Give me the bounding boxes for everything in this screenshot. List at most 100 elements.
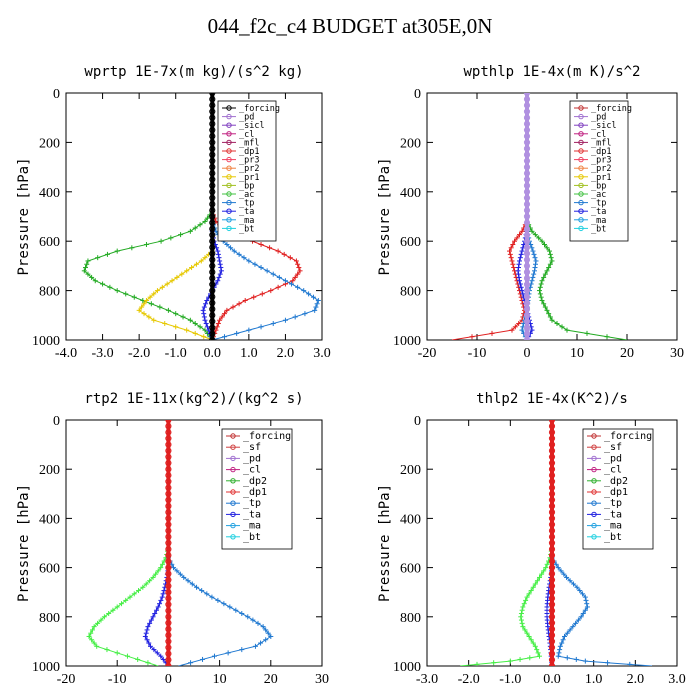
legend-label: _ta	[604, 509, 622, 520]
series-marker	[548, 662, 556, 666]
y-tick-label: 1000	[32, 334, 60, 349]
series-marker	[165, 619, 172, 627]
legend-label: _ta	[239, 207, 254, 217]
legend-label: _forcing	[239, 104, 280, 114]
series-line-ac	[83, 211, 213, 340]
series-marker	[165, 570, 172, 577]
legend-label: _dp1	[243, 487, 267, 498]
series-marker	[165, 558, 172, 565]
legend-label: _forcing	[243, 431, 291, 442]
series-marker	[548, 429, 556, 436]
series-marker	[209, 170, 216, 177]
legend-label: _bt	[239, 224, 254, 234]
legend-label: _dp1	[239, 147, 259, 157]
series-marker	[165, 626, 172, 633]
legend-label: _dp2	[243, 476, 267, 487]
series-marker	[548, 558, 556, 565]
x-tick-label: -10	[108, 672, 127, 687]
series-marker	[523, 219, 531, 226]
legend-swatch-marker	[578, 148, 584, 154]
legend-swatch-marker	[591, 478, 597, 484]
series-marker	[209, 213, 216, 220]
x-tick-label: -20	[57, 672, 76, 687]
legend-swatch-marker	[578, 217, 584, 223]
x-tick-label: 20	[264, 672, 278, 687]
series-marker	[165, 420, 172, 424]
chart-panel-4: thlp2 1E-4x(K^2)/s Pressure [hPa] -3.0 -2.0…	[377, 391, 686, 687]
legend-label: _ma	[591, 216, 606, 226]
series-marker	[548, 435, 556, 442]
legend-swatch-marker	[578, 208, 584, 214]
legend-swatch-marker	[226, 105, 232, 111]
legend-swatch-marker	[591, 500, 597, 506]
legend-swatch-marker	[578, 122, 584, 128]
legend-label: _pd	[604, 453, 622, 464]
series-marker	[209, 324, 216, 331]
series-marker	[165, 484, 172, 491]
series-marker	[548, 484, 556, 491]
legend-swatch-marker	[230, 478, 236, 484]
series-group	[81, 93, 321, 340]
x-tick-label: -4.0	[55, 346, 77, 361]
legend-label: _pd	[243, 453, 261, 464]
series-marker	[165, 662, 172, 666]
series-marker	[165, 509, 172, 516]
y-tick-label: 600	[400, 562, 421, 577]
series-marker	[548, 619, 556, 627]
series-marker	[548, 589, 556, 596]
y-tick-label: 200	[400, 136, 421, 151]
series-marker	[165, 490, 172, 497]
series-marker	[165, 503, 172, 510]
series-marker	[209, 293, 216, 300]
legend-label: _pr3	[591, 156, 611, 166]
series-marker	[548, 576, 556, 584]
x-tick-label: 10	[213, 672, 227, 687]
legend-swatch-marker	[591, 511, 597, 518]
series-marker	[523, 133, 531, 140]
x-tick-label: 0	[524, 346, 531, 361]
legend-label: _tp	[604, 498, 622, 509]
series-marker	[548, 521, 556, 528]
legend-swatch-marker	[230, 433, 236, 439]
series-marker	[209, 93, 216, 97]
series-marker	[209, 299, 216, 307]
legend-swatch-marker	[578, 139, 584, 146]
legend-swatch-marker	[230, 522, 236, 529]
series-marker	[523, 250, 531, 257]
series-marker	[548, 607, 556, 614]
legend-swatch-marker	[230, 534, 236, 540]
legend-label: _cl	[239, 130, 254, 140]
panel-title: wpthlp 1E-4x(m K)/s^2	[463, 64, 640, 80]
series-marker	[209, 96, 216, 103]
legend-swatch-marker	[578, 156, 584, 163]
x-tick-label: 30	[670, 346, 684, 361]
series-line-tp	[167, 557, 272, 666]
series-marker	[548, 478, 556, 485]
series-marker	[165, 423, 172, 430]
y-tick-label: 400	[400, 512, 421, 527]
y-axis-label: Pressure [hPa]	[377, 484, 393, 602]
legend-label: _pd	[239, 113, 254, 123]
x-tick-label: -2.0	[458, 672, 480, 687]
legend-label: _forcing	[604, 431, 652, 442]
series-marker	[548, 503, 556, 510]
series-marker	[523, 108, 531, 115]
series-marker	[548, 632, 556, 639]
plot-frame	[65, 419, 323, 667]
series-marker	[209, 164, 216, 171]
series-marker	[209, 336, 216, 340]
series-marker	[165, 441, 172, 448]
chart-panel-3: rtp2 1E-11x(kg^2)/(kg^2 s) Pressure [hPa]…	[16, 391, 329, 687]
series-marker	[523, 201, 531, 208]
series-marker	[523, 306, 531, 313]
series-marker	[209, 281, 216, 288]
series-marker	[523, 182, 531, 189]
series-marker	[209, 244, 216, 251]
legend-label: _ma	[243, 521, 261, 532]
x-tick-label: 1.0	[240, 346, 258, 361]
series-marker	[523, 114, 531, 121]
x-tick-label: -1.0	[499, 672, 521, 687]
series-marker	[209, 287, 216, 294]
series-marker	[523, 238, 531, 245]
series-marker	[209, 133, 216, 140]
